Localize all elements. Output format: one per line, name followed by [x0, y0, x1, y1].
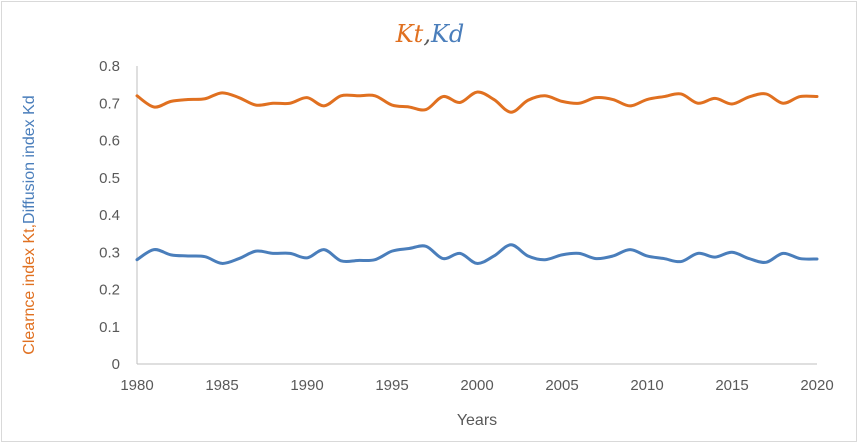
x-tick-label: 2010 — [630, 377, 663, 394]
x-tick-label: 2000 — [460, 377, 493, 394]
y-axis-title-kt: Clearnce index Kt, — [21, 224, 38, 355]
x-tick-label: 2015 — [715, 377, 748, 394]
x-tick-labels: 1980 1985 1990 1995 2000 2005 2010 2015 2020 — [120, 377, 833, 394]
x-tick-label: 2020 — [800, 377, 833, 394]
y-tick-label: 0.6 — [99, 133, 120, 150]
x-tick-label: 1990 — [290, 377, 323, 394]
series-group — [135, 90, 819, 265]
y-tick-label: 0.4 — [99, 207, 120, 224]
x-tick-label: 2005 — [545, 377, 578, 394]
y-tick-label: 0.1 — [99, 319, 120, 336]
axes-group — [136, 66, 817, 365]
y-axis-title-kd: Diffusion index Kd — [21, 95, 38, 224]
y-tick-label: 0.2 — [99, 282, 120, 299]
title-kt: Kt — [395, 20, 424, 48]
x-tick-label: 1995 — [375, 377, 408, 394]
x-tick-label: 1980 — [120, 377, 153, 394]
y-tick-labels: 0 0.1 0.2 0.3 0.4 0.5 0.6 0.7 0.8 — [99, 58, 120, 373]
x-axis-title: Years — [457, 412, 497, 429]
x-tick-label: 1985 — [205, 377, 238, 394]
series-line-kt — [135, 90, 819, 114]
series-line-kd — [135, 243, 819, 265]
title-comma: , — [423, 20, 431, 48]
y-tick-label: 0.7 — [99, 95, 120, 112]
y-tick-label: 0.5 — [99, 170, 120, 187]
title-kd: Kd — [430, 20, 464, 48]
y-tick-label: 0.8 — [99, 58, 120, 75]
chart-title: Kt,Kd — [395, 20, 465, 48]
y-axis-title: Clearnce index Kt,Diffusion index Kd — [21, 95, 38, 354]
y-tick-label: 0 — [112, 356, 120, 373]
y-tick-label: 0.3 — [99, 244, 120, 261]
